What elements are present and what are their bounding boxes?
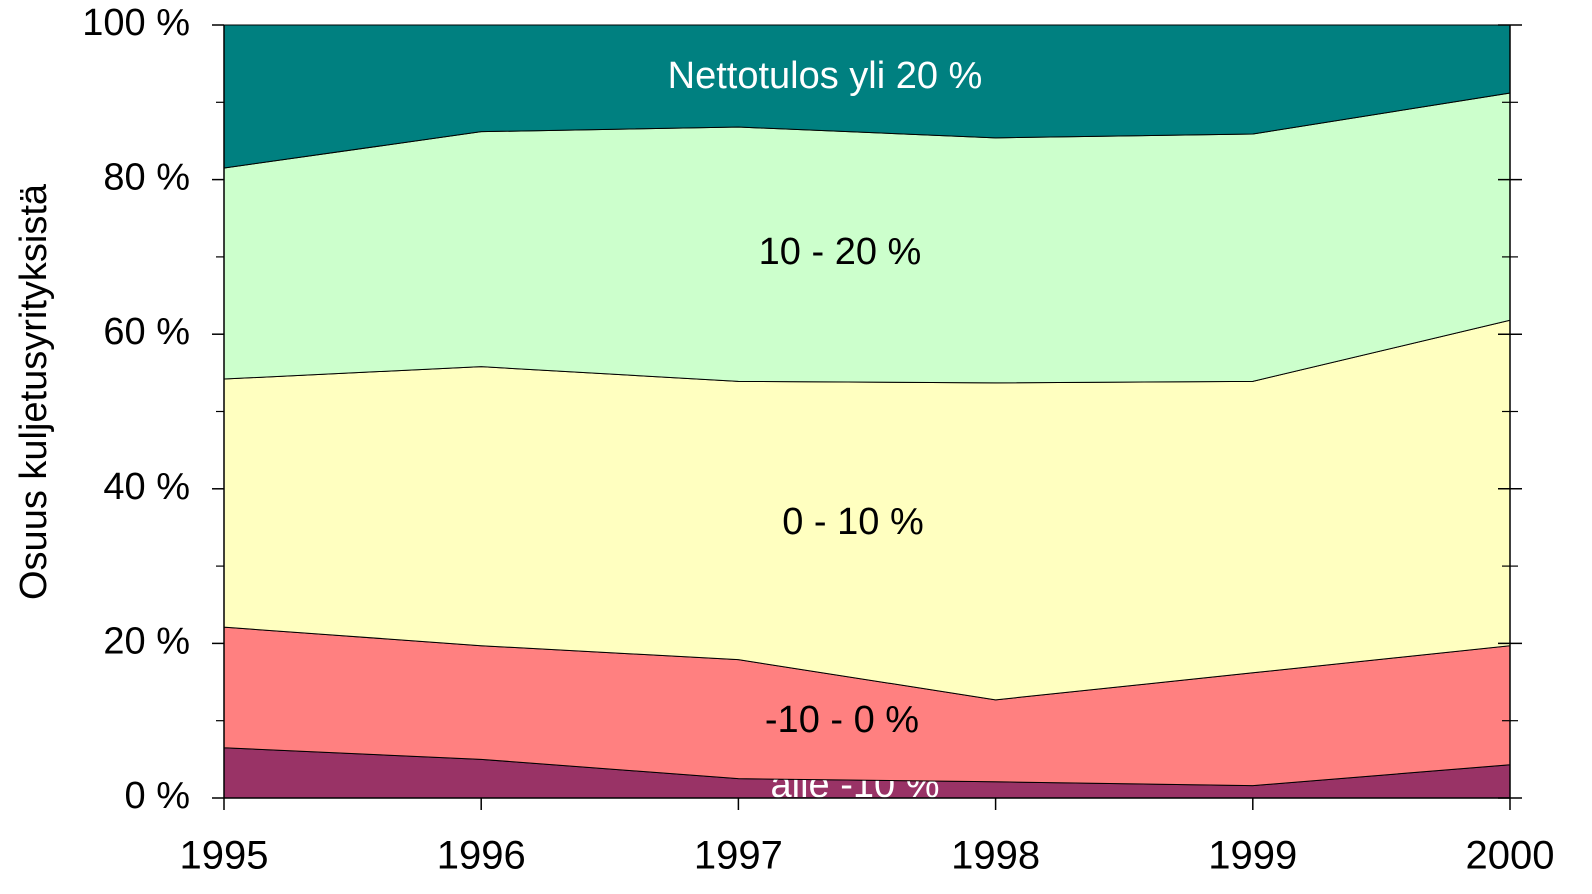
series-label: 10 - 20 % [759,231,922,273]
series-label: Nettotulos yli 20 % [668,55,983,97]
y-tick-label: 20 % [103,620,190,662]
y-tick-label: 0 % [125,775,190,817]
series-label: -10 - 0 % [765,699,919,741]
x-tick-label: 1996 [437,834,526,878]
y-axis-title: Osuus kuljetusyrityksistä [13,183,55,600]
y-tick-label: 60 % [103,311,190,353]
x-tick-label: 1999 [1208,834,1297,878]
x-tick-label: 1997 [694,834,783,878]
series-label: 0 - 10 % [782,501,924,543]
y-tick-label: 80 % [103,157,190,199]
x-tick-label: 2000 [1466,834,1555,878]
x-tick-label: 1998 [951,834,1040,878]
x-tick-label: 1995 [180,834,269,878]
y-tick-label: 100 % [82,2,190,44]
y-tick-label: 40 % [103,466,190,508]
